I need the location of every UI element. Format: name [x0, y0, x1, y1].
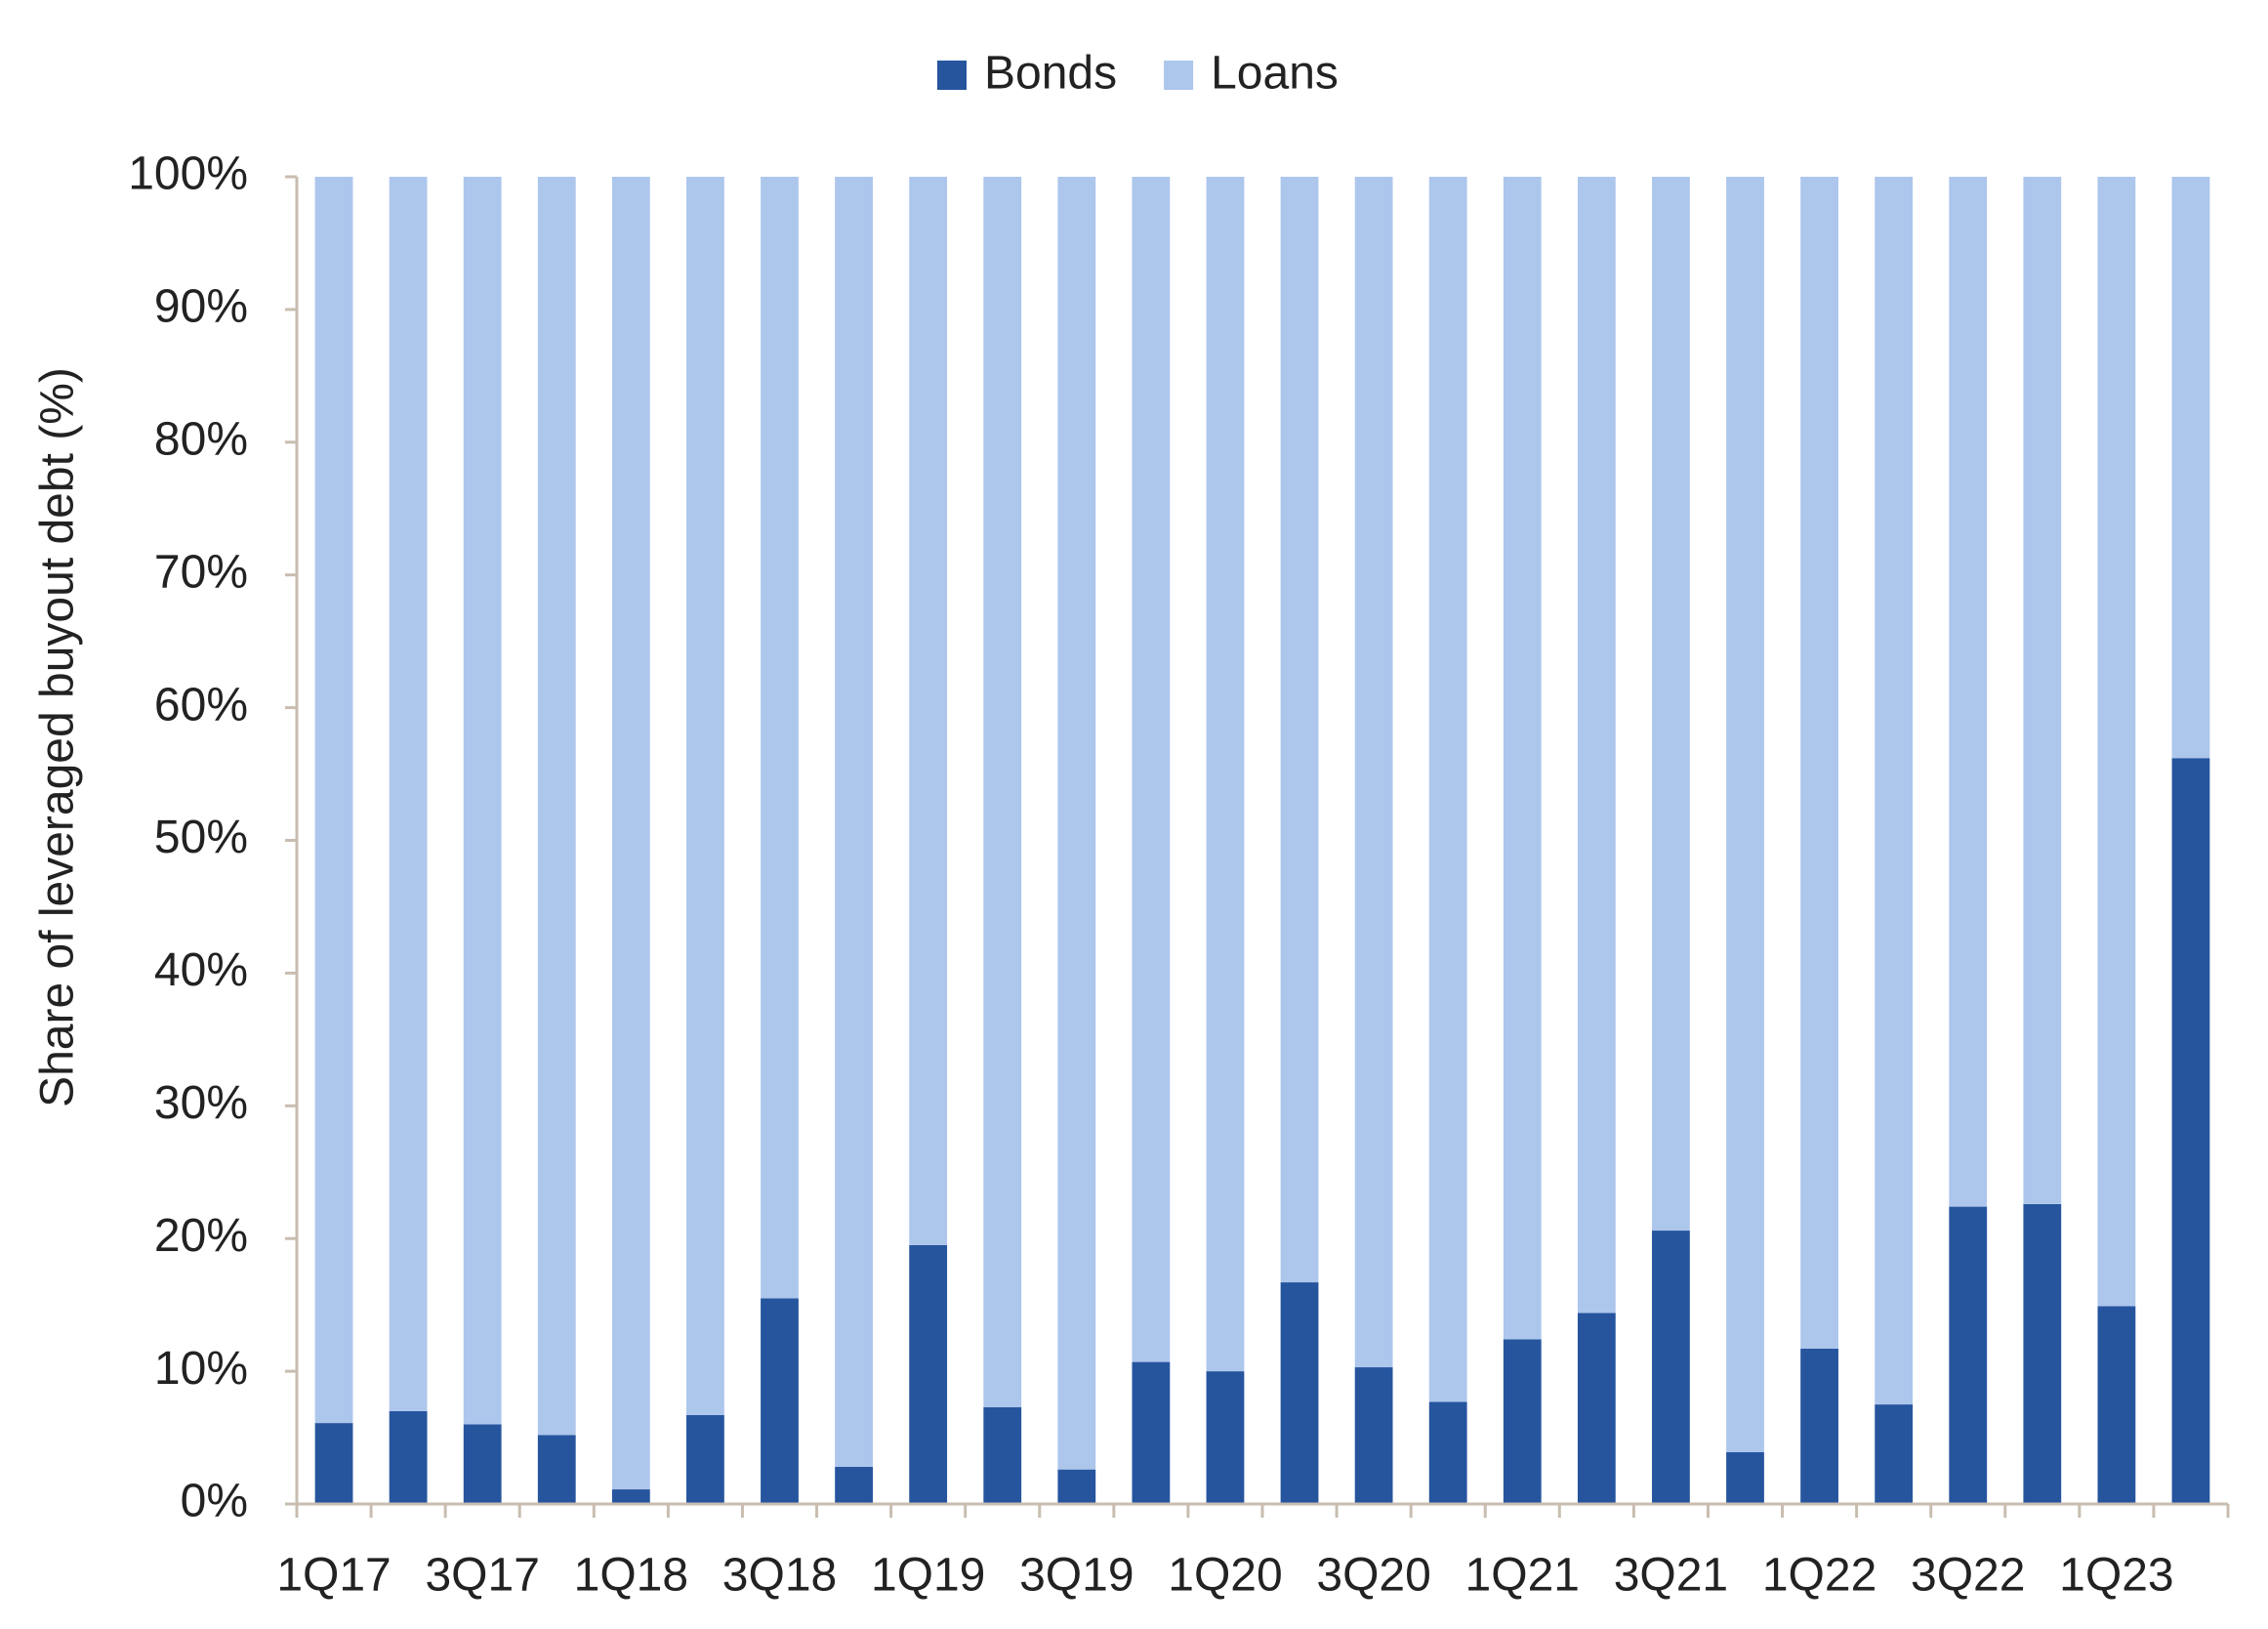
- y-tick-label: 80%: [154, 413, 248, 465]
- x-tick-label: 3Q19: [1019, 1550, 1134, 1602]
- x-tick-label: 3Q17: [425, 1550, 539, 1602]
- bar-segment: [537, 177, 576, 1436]
- legend-label: Bonds: [984, 48, 1117, 100]
- bar-segment: [1652, 1231, 1690, 1504]
- legend-swatch: [937, 61, 967, 90]
- y-tick-label: 40%: [154, 944, 248, 996]
- bar-segment: [2023, 177, 2062, 1204]
- bar-segment: [611, 1489, 650, 1504]
- bar-segment: [1577, 1313, 1616, 1504]
- bar-segment: [1206, 1371, 1245, 1504]
- bar-segment: [1057, 177, 1096, 1470]
- bar-segment: [2171, 177, 2210, 759]
- bar-segment: [1206, 177, 1245, 1372]
- bar-segment: [1875, 177, 1914, 1405]
- bar-segment: [463, 177, 502, 1425]
- bar-segment: [909, 177, 948, 1245]
- bar-segment: [2171, 758, 2210, 1504]
- bar-segment: [835, 1466, 873, 1504]
- bar-segment: [686, 1414, 724, 1504]
- bar-segment: [1503, 1339, 1542, 1504]
- bar-segment: [2023, 1203, 2062, 1504]
- bar-segment: [314, 1423, 353, 1504]
- x-tick-label: 1Q19: [871, 1550, 985, 1602]
- bar-segment: [389, 1410, 428, 1504]
- bar-segment: [463, 1424, 502, 1504]
- y-tick-label: 60%: [154, 679, 248, 731]
- x-tick-label: 1Q17: [276, 1550, 391, 1602]
- bar-segment: [1800, 1348, 1838, 1504]
- bar-segment: [1280, 1282, 1319, 1504]
- legend-label: Loans: [1211, 48, 1339, 100]
- bar-segment: [1428, 177, 1467, 1402]
- bar-segment: [1354, 177, 1393, 1368]
- bar-segment: [1726, 1451, 1764, 1504]
- x-tick-label: 1Q18: [574, 1550, 688, 1602]
- bar-segment: [761, 1298, 799, 1504]
- bar-segment: [2097, 1306, 2136, 1504]
- bar-segment: [1726, 177, 1764, 1452]
- bar-segment: [537, 1435, 576, 1504]
- bar-segment: [835, 177, 873, 1467]
- bar-segment: [389, 177, 428, 1411]
- bar-segment: [909, 1244, 948, 1504]
- bar-segment: [1354, 1367, 1393, 1504]
- bar-segment: [1503, 177, 1542, 1340]
- bar-segment: [1132, 177, 1171, 1362]
- bar-segment: [983, 177, 1022, 1407]
- x-tick-label: 3Q21: [1614, 1550, 1728, 1602]
- y-tick-label: 70%: [154, 546, 248, 598]
- x-tick-label: 1Q23: [2059, 1550, 2173, 1602]
- y-tick-label: 0%: [181, 1476, 248, 1527]
- y-tick-label: 10%: [154, 1343, 248, 1395]
- bar-segment: [686, 177, 724, 1415]
- x-tick-label: 3Q22: [1911, 1550, 2025, 1602]
- bar-segment: [1949, 177, 1988, 1207]
- y-tick-label: 100%: [128, 148, 248, 200]
- bar-segment: [1428, 1401, 1467, 1504]
- bar-segment: [1949, 1206, 1988, 1504]
- y-tick-label: 20%: [154, 1210, 248, 1262]
- y-tick-label: 30%: [154, 1077, 248, 1129]
- bar-segment: [761, 177, 799, 1299]
- x-tick-label: 1Q20: [1168, 1550, 1282, 1602]
- bar-segment: [1875, 1404, 1914, 1504]
- y-tick-label: 90%: [154, 281, 248, 333]
- legend-swatch: [1164, 61, 1194, 90]
- bar-segment: [314, 177, 353, 1424]
- bar-segment: [611, 177, 650, 1490]
- x-tick-label: 1Q22: [1762, 1550, 1876, 1602]
- x-tick-label: 3Q20: [1316, 1550, 1430, 1602]
- bar-segment: [1652, 177, 1690, 1232]
- bar-segment: [1057, 1469, 1096, 1504]
- bar-segment: [2097, 177, 2136, 1307]
- x-tick-label: 1Q21: [1465, 1550, 1580, 1602]
- y-axis-title: Share of leveraged buyout debt (%): [32, 367, 84, 1107]
- bar-segment: [1577, 177, 1616, 1314]
- y-tick-label: 50%: [154, 812, 248, 863]
- bar-segment: [1280, 177, 1319, 1283]
- x-tick-label: 3Q18: [722, 1550, 837, 1602]
- bar-segment: [1800, 177, 1838, 1349]
- bar-segment: [1132, 1361, 1171, 1504]
- bar-segment: [983, 1406, 1022, 1504]
